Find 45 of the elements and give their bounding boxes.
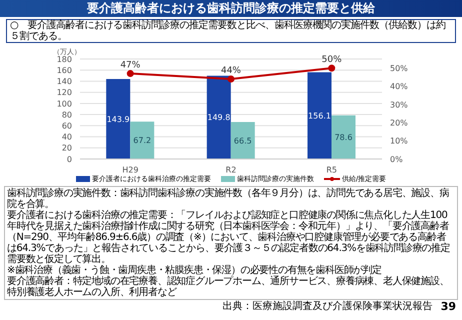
y-tick-label: 80 (62, 110, 72, 120)
y2-tick-label: 0% (390, 154, 404, 164)
text: 要介護高齢者：特定地域の在宅療養、認知症グループホーム、通所サービス、療養病棟、老人保健施設、特別養護老人ホームの入所、利用者など (7, 276, 450, 298)
data-label: 67.2 (133, 136, 152, 146)
data-label: 47% (120, 60, 141, 71)
bar (308, 72, 332, 159)
chart-title: 要介護高齢者における歯科訪問診療の推定需要と供給 (0, 0, 462, 17)
source-note: 出典：医療施設調査及び介護保険事業状況報告 (222, 301, 433, 313)
y-tick-label: 120 (56, 88, 72, 98)
data-label: 50% (322, 55, 342, 66)
y-tick-label: 100 (56, 99, 72, 108)
y2-tick-label: 10% (390, 136, 408, 146)
bar (230, 122, 255, 159)
chart-subtitle: ○ 要介護高齢者における歯科訪問診療の推定需要数と比べ、歯科医療機関の実施件数（供給数）は約５割である。 (6, 19, 456, 43)
point (328, 64, 336, 72)
text: ※歯科治療（義歯・う蝕・歯周疾患・粘膜疾患・保湿）の必要性の有無を歯科医師が判定 (7, 265, 382, 276)
bar (332, 115, 356, 159)
point (126, 70, 134, 78)
point (228, 76, 234, 82)
bar (206, 76, 231, 159)
y2-tick-label: 30% (390, 100, 408, 110)
y-tick-label: 60 (62, 122, 72, 131)
data-label: 149.8 (207, 113, 230, 122)
data-label: 44% (220, 66, 242, 76)
y2-tick-label: 40% (390, 82, 408, 92)
y-tick-label: 160 (56, 66, 72, 75)
y-tick-label: 140 (56, 77, 72, 86)
bar (106, 79, 130, 159)
data-label: 66.5 (234, 136, 252, 146)
x-tick-label: H29 (122, 166, 138, 175)
y-tick-label: 180 (56, 54, 72, 64)
y2-tick-label: 50% (390, 64, 408, 73)
y2-tick-label: 20% (390, 118, 408, 128)
x-tick-label: R2 (226, 166, 236, 175)
text: 歯科訪問診療の実施件数：歯科訪問歯科診療の実施件数（各年９月分）は、訪問先である居宅、施設、病院を合算。 (7, 188, 450, 210)
data-label: 156.1 (308, 111, 331, 120)
text: 39 (440, 300, 456, 313)
y-tick-label: 20 (62, 144, 72, 153)
data-label: 143.9 (106, 114, 130, 124)
data-label: 78.6 (334, 133, 352, 142)
y-tick-label: 0 (66, 154, 72, 164)
x-tick-label: R5 (326, 166, 337, 175)
text: 要介護者における歯科治療の推定需要：「フレイルおよび認知症と口腔健康の関係に焦点化した人生100年時代を見据えた歯科治療指針作成に関する研究（日本歯科医学会：令和元年）」より、「要介護高齢者（N=290、平均年齢86.9±6.6歳）の調査（※）において、歯科治療や口腔健康管理が必要である高齢者は64.3%であった」と報告されていることから、要介護３～５の認定者数の64.3%を歯科訪問診療の推定需要数と仮定して算出。 (7, 210, 451, 265)
y-tick-label: 40 (62, 132, 72, 142)
bar (130, 122, 154, 159)
